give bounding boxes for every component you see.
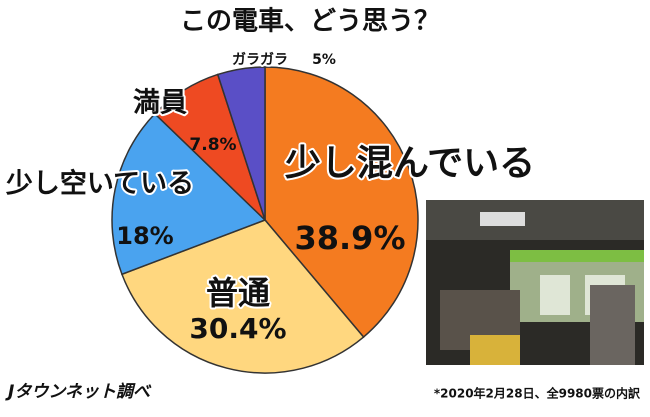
value-label: 18% <box>116 222 173 250</box>
slice-label: 少し混んでいる <box>285 143 535 184</box>
pie-slice <box>120 219 365 374</box>
note: *2020年2月28日、全9980票の内訳 <box>434 386 641 401</box>
source: Jタウンネット調べ <box>5 382 152 402</box>
chart-title: この電車、どう思う？ <box>180 7 440 37</box>
value-label: 7.8% <box>189 135 236 155</box>
slice-label: 少し空いている <box>6 168 194 200</box>
value-label: 38.9% <box>294 219 405 257</box>
value-label: 5% <box>312 52 336 68</box>
slice-label: 普通 <box>206 274 270 312</box>
pie-slice <box>264 66 419 339</box>
pie-slice <box>216 66 266 221</box>
value-label: 30.4% <box>189 312 286 345</box>
photo <box>426 200 644 365</box>
pie-slice <box>111 112 267 276</box>
slice-label: 満員 <box>133 88 187 119</box>
slice-label: ガラガラ <box>232 52 288 68</box>
